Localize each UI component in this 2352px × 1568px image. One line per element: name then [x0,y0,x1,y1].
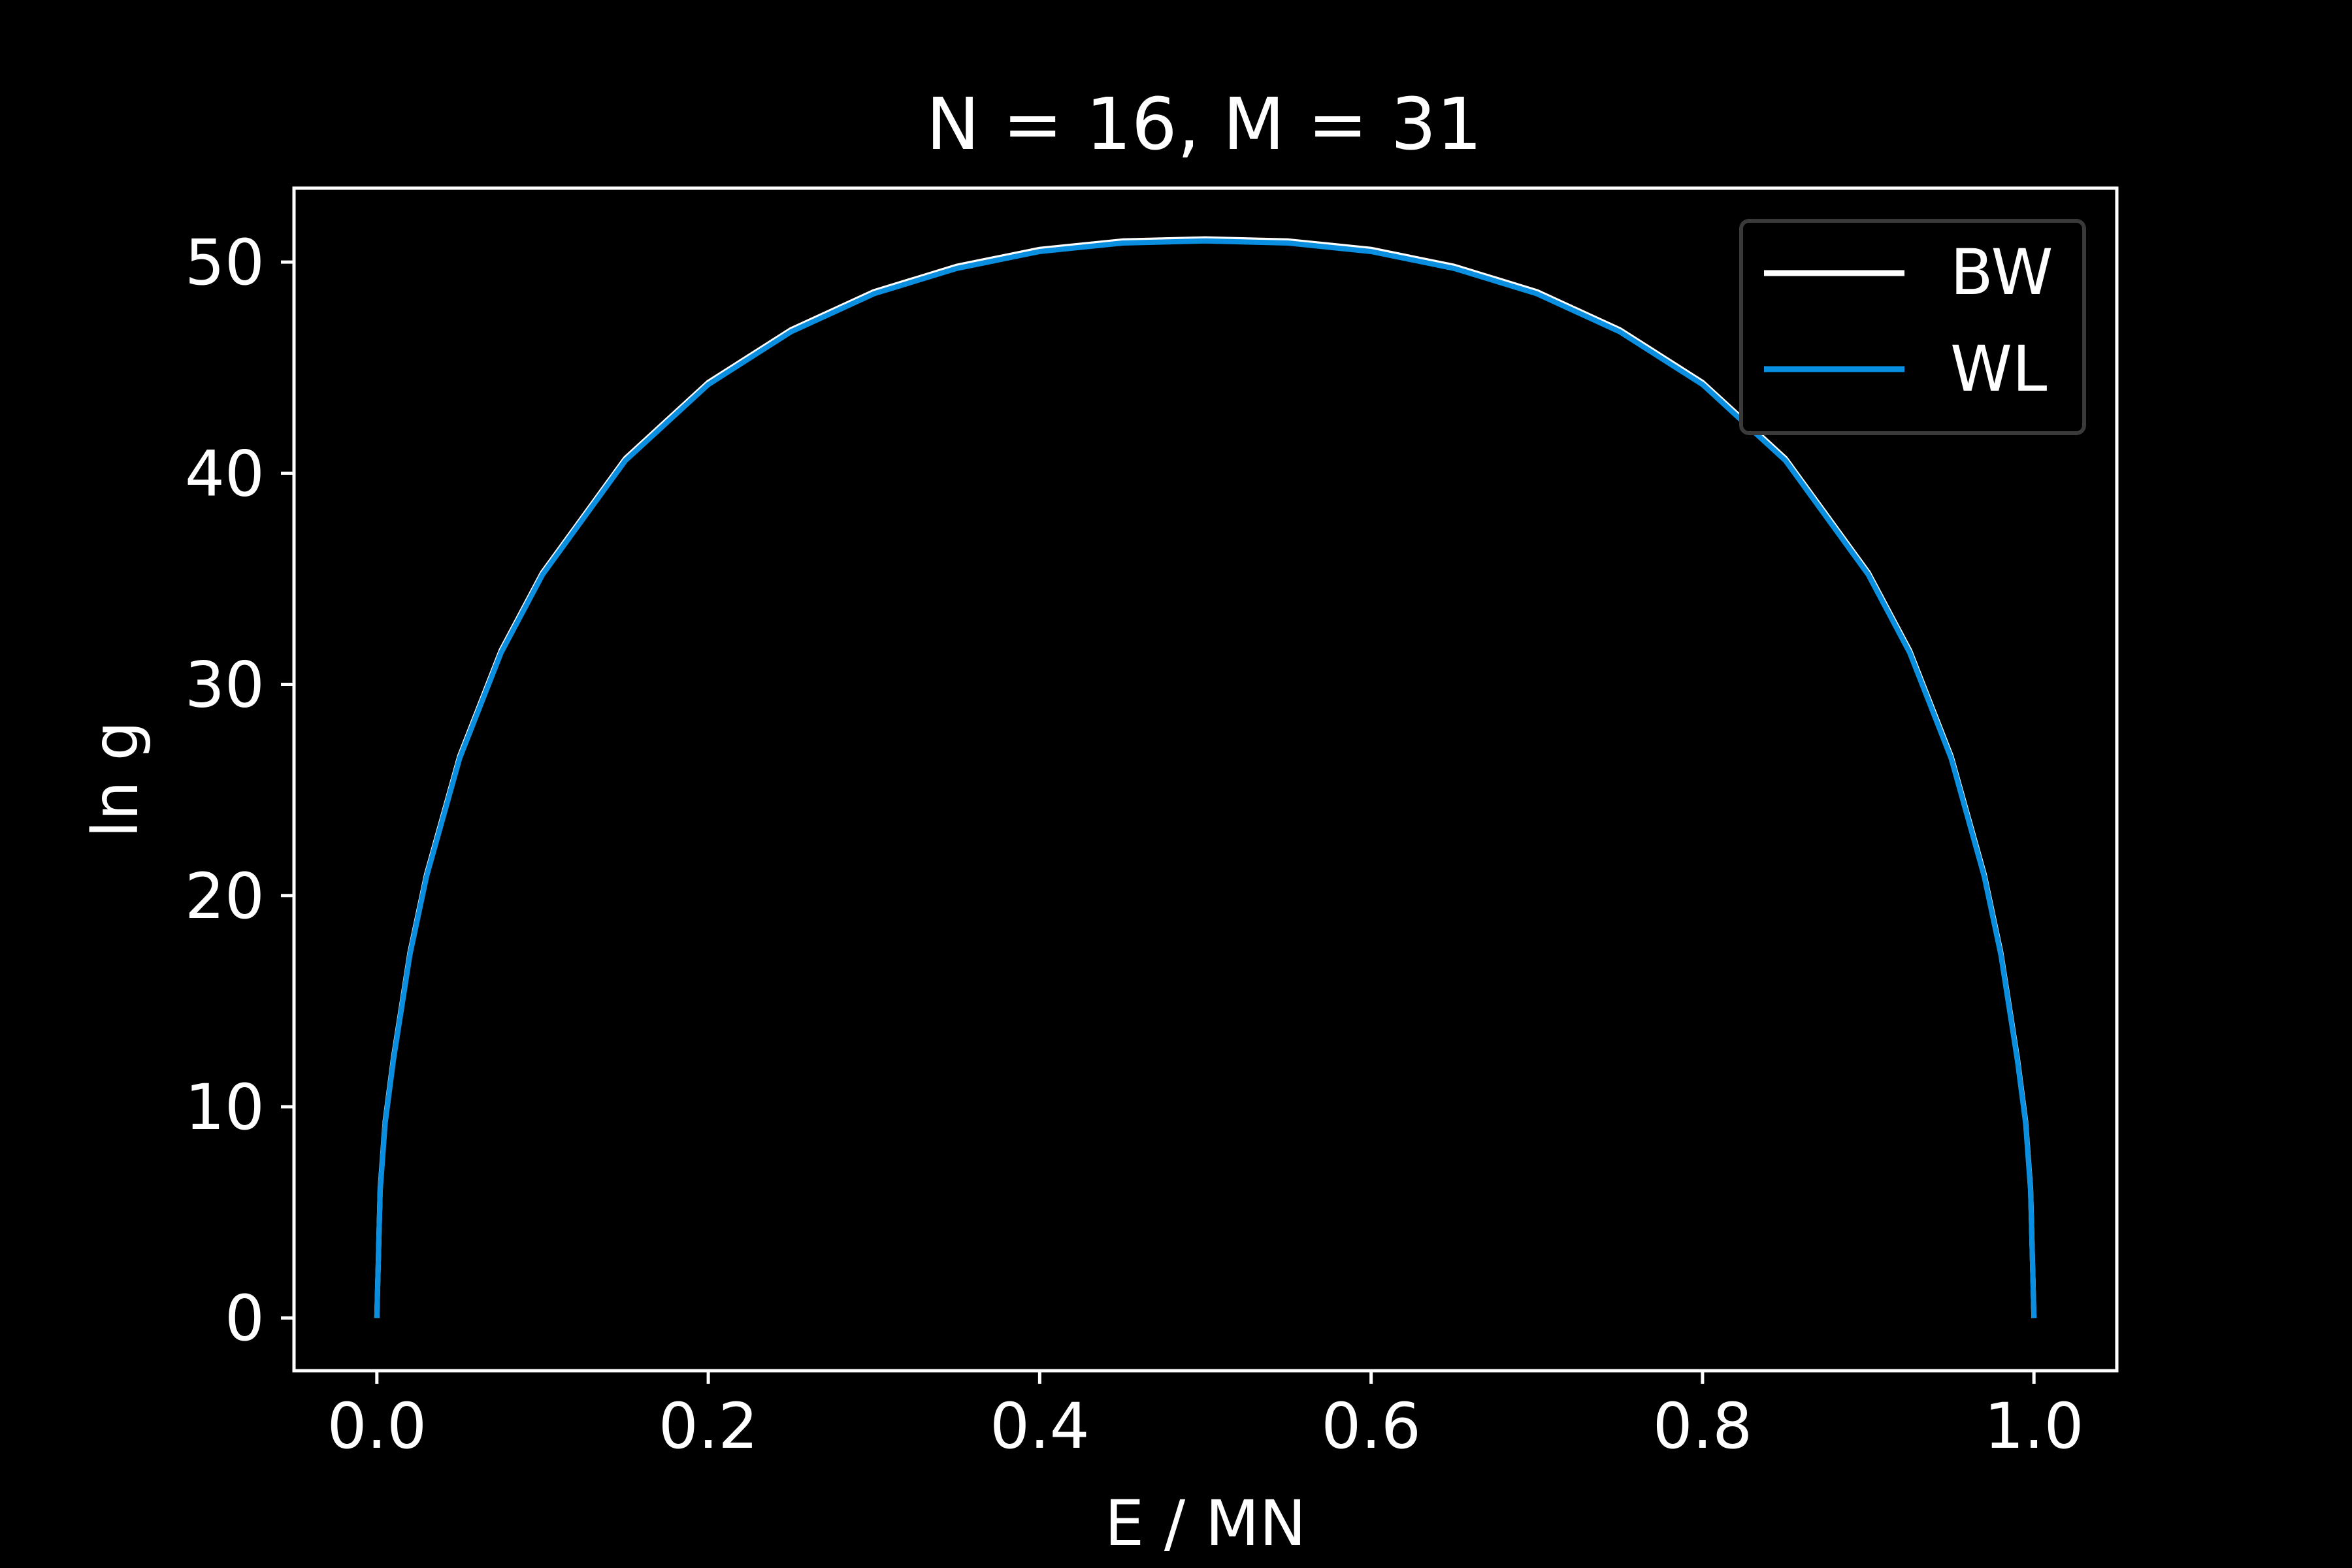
legend: BW WL [1739,219,2086,435]
chart-title: N = 16, M = 31 [926,82,1482,166]
x-tick-label: 1.0 [1984,1390,2084,1463]
x-tick-label: 0.2 [659,1390,759,1463]
y-tick-label: 50 [185,226,265,299]
series-line-wl [374,238,2037,1318]
legend-label-wl: WL [1950,333,2047,406]
y-tick-label: 10 [185,1071,265,1144]
y-axis-label: ln g [79,721,152,838]
x-tick-label: 0.4 [990,1390,1090,1463]
y-axis-ticks: 0 10 20 30 40 50 [185,226,294,1355]
plot-frame [292,186,2119,1373]
legend-label-bw: BW [1950,236,2053,309]
x-tick-label: 0.6 [1321,1390,1421,1463]
y-tick-label: 30 [185,649,265,722]
y-tick-label: 0 [225,1282,265,1355]
y-tick-label: 40 [185,437,265,510]
x-axis-label: E / MN [1105,1487,1307,1560]
x-tick-label: 0.8 [1653,1390,1753,1463]
series-layer [374,236,2037,1318]
x-tick-label: 0.0 [327,1390,427,1463]
y-tick-label: 20 [185,860,265,933]
x-axis-ticks: 0.0 0.2 0.4 0.6 0.8 1.0 [327,1371,2084,1463]
